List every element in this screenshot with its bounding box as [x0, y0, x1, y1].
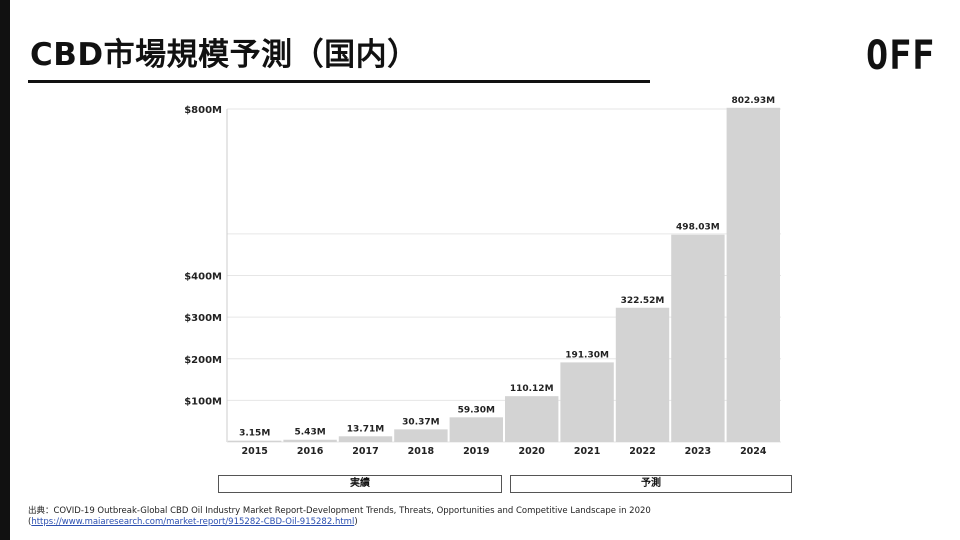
- bar: [505, 396, 559, 442]
- bar-value-label: 322.52M: [621, 296, 665, 306]
- source-link[interactable]: https://www.maiaresearch.com/market-repo…: [31, 517, 355, 527]
- bar-value-label: 110.12M: [510, 384, 554, 394]
- group-label-actual: 実績: [218, 475, 502, 493]
- y-tick-label: $800M: [184, 105, 222, 116]
- bar-value-label: 191.30M: [565, 350, 609, 360]
- y-tick-label: $200M: [184, 355, 222, 366]
- x-tick-label: 2024: [740, 446, 767, 457]
- bar: [671, 234, 725, 442]
- bar: [338, 436, 393, 442]
- source-link-line: (https://www.maiaresearch.com/market-rep…: [28, 517, 651, 528]
- bar-value-label: 59.30M: [458, 405, 495, 415]
- bar: [394, 429, 448, 442]
- x-tick-label: 2018: [408, 446, 435, 457]
- bar: [726, 107, 780, 442]
- x-tick-label: 2020: [518, 446, 545, 457]
- group-label-forecast: 予測: [510, 475, 792, 493]
- x-tick-label: 2021: [574, 446, 600, 457]
- bar: [449, 417, 503, 442]
- source-citation: 出典：COVID-19 Outbreak-Global CBD Oil Indu…: [28, 506, 651, 528]
- bar: [560, 362, 614, 442]
- x-tick-label: 2022: [629, 446, 655, 457]
- bar-value-label: 30.37M: [402, 417, 439, 427]
- x-tick-label: 2017: [352, 446, 378, 457]
- bar-value-label: 5.43M: [295, 428, 326, 438]
- bar-value-label: 13.71M: [347, 424, 384, 434]
- source-link-open: (: [28, 517, 32, 527]
- left-accent-bar: [0, 0, 10, 540]
- bar-value-label: 498.03M: [676, 223, 720, 233]
- bar: [228, 440, 282, 442]
- y-tick-label: $100M: [184, 396, 222, 407]
- x-tick-label: 2015: [241, 446, 267, 457]
- bar-value-label: 3.15M: [239, 429, 270, 439]
- y-tick-label: $300M: [184, 313, 222, 324]
- bar: [615, 307, 670, 442]
- x-tick-label: 2016: [297, 446, 324, 457]
- slide-title: CBD市場規模予測（国内）: [30, 37, 419, 73]
- title-underline: [28, 80, 650, 83]
- bar-value-label: 802.93M: [731, 96, 775, 106]
- bar: [283, 439, 337, 442]
- source-link-close: ): [354, 517, 358, 527]
- x-tick-label: 2023: [685, 446, 711, 457]
- brand-logo: OFF: [866, 33, 936, 79]
- x-tick-label: 2019: [463, 446, 489, 457]
- source-text: 出典：COVID-19 Outbreak-Global CBD Oil Indu…: [28, 506, 651, 516]
- y-tick-label: $400M: [184, 272, 222, 283]
